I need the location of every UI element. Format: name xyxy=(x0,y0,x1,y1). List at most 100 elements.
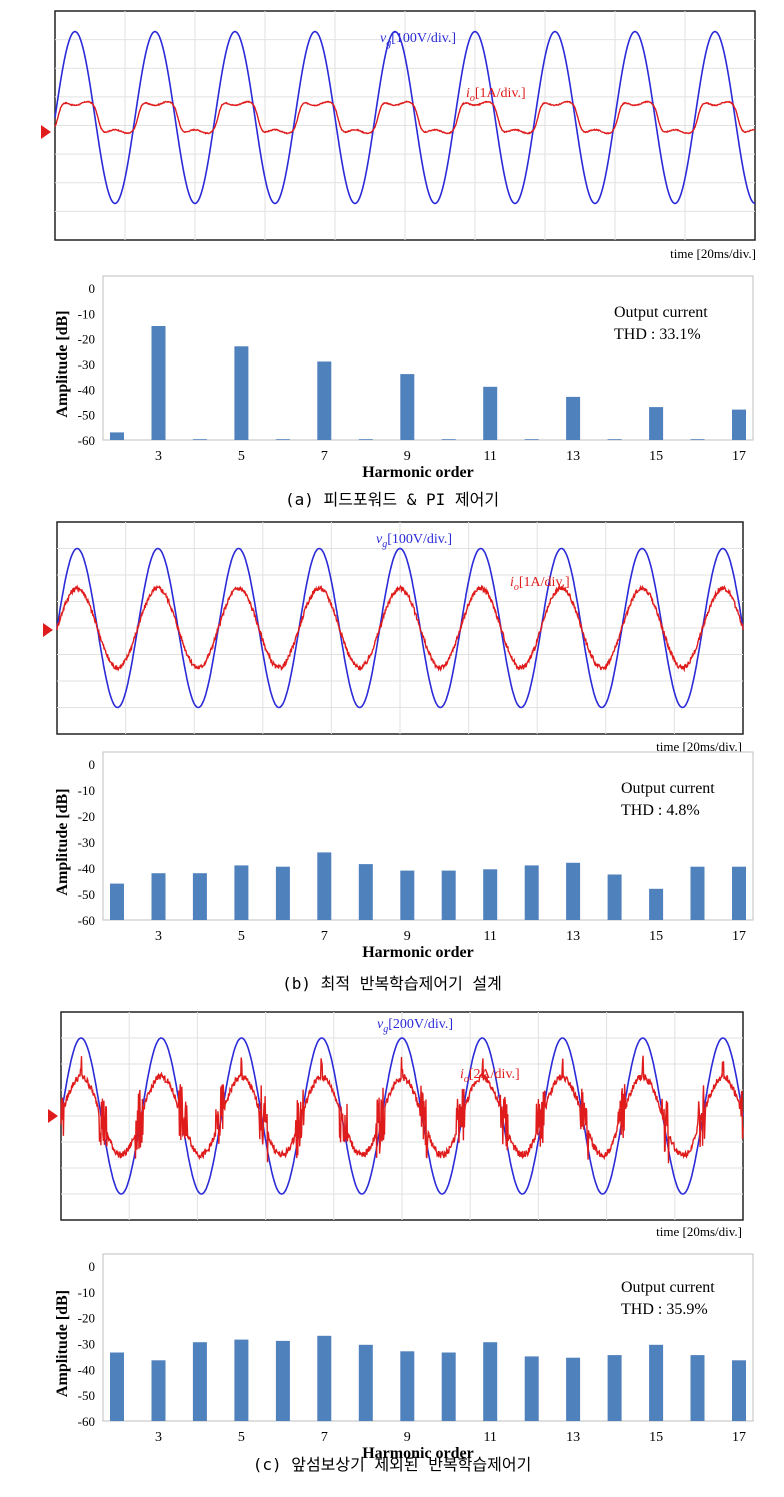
bar-h5 xyxy=(234,1339,249,1421)
bar-h8 xyxy=(358,864,373,920)
bar-h12 xyxy=(524,1356,539,1421)
bar-h11 xyxy=(483,1342,498,1421)
y-tick-label: -30 xyxy=(78,357,95,372)
bar-h5 xyxy=(234,865,249,920)
x-tick-label: 13 xyxy=(566,1430,580,1445)
y-tick-label: -60 xyxy=(78,433,95,448)
x-tick-label: 11 xyxy=(483,449,496,464)
x-tick-label: 15 xyxy=(649,1430,663,1445)
annotation-thd: THD : 35.9% xyxy=(621,1301,708,1318)
x-axis-title: Harmonic order xyxy=(362,944,474,961)
trigger-marker-icon xyxy=(43,623,53,637)
x-tick-label: 3 xyxy=(155,449,162,464)
panel-c: vg[200V/div.] io[2A/div.] time [20ms/div.]… xyxy=(48,1011,754,1462)
harmonic-chart-b: 0 -10 -20 -30 -40 -50 -60 3 5 7 9 11 13 15 17 Harmonic … xyxy=(54,751,754,961)
voltage-waveform xyxy=(56,547,744,709)
bar-h14 xyxy=(607,439,622,440)
current-waveform xyxy=(56,584,744,673)
y-tick-label: -60 xyxy=(78,913,95,928)
x-axis-title: Harmonic order xyxy=(362,1445,474,1462)
x-tick-label: 13 xyxy=(566,449,580,464)
bar-h6 xyxy=(275,866,290,920)
current-label: io[2A/div.] xyxy=(460,1067,520,1085)
voltage-waveform xyxy=(60,1037,744,1195)
time-scale-label: time [20ms/div.] xyxy=(656,1224,742,1239)
bar-h15 xyxy=(649,1344,664,1421)
bar-h9 xyxy=(400,374,415,440)
bar-h12 xyxy=(524,865,539,920)
y-tick-label: -20 xyxy=(78,332,95,347)
current-label: io[1A/div.] xyxy=(466,86,526,104)
bar-h14 xyxy=(607,874,622,920)
y-axis-title: Amplitude [dB] xyxy=(54,1290,71,1397)
harmonic-chart-a: 0 -10 -20 -30 -40 -50 -60 3 5 7 9 11 13 15 17 Harmonic … xyxy=(54,275,754,481)
x-tick-label: 3 xyxy=(155,929,162,944)
annotation-output-current: Output current xyxy=(621,780,715,797)
voltage-waveform xyxy=(54,30,756,205)
x-tick-label: 9 xyxy=(404,929,411,944)
bar-h11 xyxy=(483,869,498,920)
bar-h9 xyxy=(400,870,415,920)
y-axis-title: Amplitude [dB] xyxy=(54,788,71,895)
y-tick-label: 0 xyxy=(89,757,96,772)
x-tick-label: 3 xyxy=(155,1430,162,1445)
annotation-thd: THD : 4.8% xyxy=(621,802,700,819)
bar-h17 xyxy=(732,409,746,440)
oscilloscope-a: vg[100V/div.] io[1A/div.] time [20ms/div.] xyxy=(41,10,756,261)
x-tick-label: 11 xyxy=(483,1430,496,1445)
trigger-marker-icon xyxy=(41,125,51,139)
annotation-thd: THD : 33.1% xyxy=(614,326,701,343)
bar-h10 xyxy=(441,439,456,440)
bar-h6 xyxy=(275,1340,290,1421)
y-tick-label: -40 xyxy=(78,382,95,397)
x-tick-label: 9 xyxy=(404,449,411,464)
voltage-label: vg[100V/div.] xyxy=(376,532,452,550)
bar-h2 xyxy=(110,1352,124,1421)
panel-a: vg[100V/div.] io[1A/div.] time [20ms/div.]… xyxy=(41,10,756,481)
x-tick-label: 7 xyxy=(321,929,328,944)
x-tick-label: 5 xyxy=(238,929,245,944)
y-axis-title: Amplitude [dB] xyxy=(54,310,71,417)
bar-h12 xyxy=(524,439,539,440)
x-tick-label: 9 xyxy=(404,1430,411,1445)
time-scale-label: time [20ms/div.] xyxy=(670,246,756,261)
bar-h4 xyxy=(192,1342,207,1421)
bar-h6 xyxy=(275,439,290,440)
annotation-output-current: Output current xyxy=(614,304,708,321)
bar-h3 xyxy=(151,873,166,920)
trigger-marker-icon xyxy=(48,1109,58,1123)
bar-h3 xyxy=(151,1360,166,1421)
caption-c: (c) 앞섬보상기 제외된 반복학습제어기 xyxy=(252,1455,532,1474)
y-tick-label: 0 xyxy=(89,281,96,296)
bar-h4 xyxy=(192,439,207,440)
current-waveform xyxy=(60,1055,744,1164)
x-tick-label: 15 xyxy=(649,449,663,464)
voltage-label: vg[100V/div.] xyxy=(380,31,456,49)
y-tick-label: -20 xyxy=(78,1311,95,1326)
y-tick-label: -30 xyxy=(78,835,95,850)
bar-h8 xyxy=(358,439,373,440)
current-waveform xyxy=(54,100,756,135)
bar-h13 xyxy=(566,1357,581,1421)
y-tick-label: -10 xyxy=(78,306,95,321)
bar-h13 xyxy=(566,396,581,440)
x-tick-label: 13 xyxy=(566,929,580,944)
y-tick-label: -60 xyxy=(78,1414,95,1429)
x-tick-label: 17 xyxy=(732,1430,746,1445)
bar-h11 xyxy=(483,386,498,440)
annotation-output-current: Output current xyxy=(621,1279,715,1296)
bar-h17 xyxy=(732,1360,746,1421)
bar-h10 xyxy=(441,1352,456,1421)
harmonic-chart-c: 0 -10 -20 -30 -40 -50 -60 3 5 7 9 11 13 15 17 Harmonic … xyxy=(54,1253,754,1462)
chart-frame xyxy=(102,275,754,441)
x-tick-label: 11 xyxy=(483,929,496,944)
oscilloscope-b: vg[100V/div.] io[1A/div.] time [20ms/div.] xyxy=(43,521,744,754)
bar-h7 xyxy=(317,1335,332,1422)
bar-h5 xyxy=(234,346,249,440)
x-tick-label: 17 xyxy=(732,929,746,944)
bar-h15 xyxy=(649,888,664,920)
bar-h7 xyxy=(317,361,332,440)
bar-h9 xyxy=(400,1351,415,1422)
caption-a: (a) 피드포워드 & PI 제어기 xyxy=(284,490,500,509)
bar-h10 xyxy=(441,870,456,920)
